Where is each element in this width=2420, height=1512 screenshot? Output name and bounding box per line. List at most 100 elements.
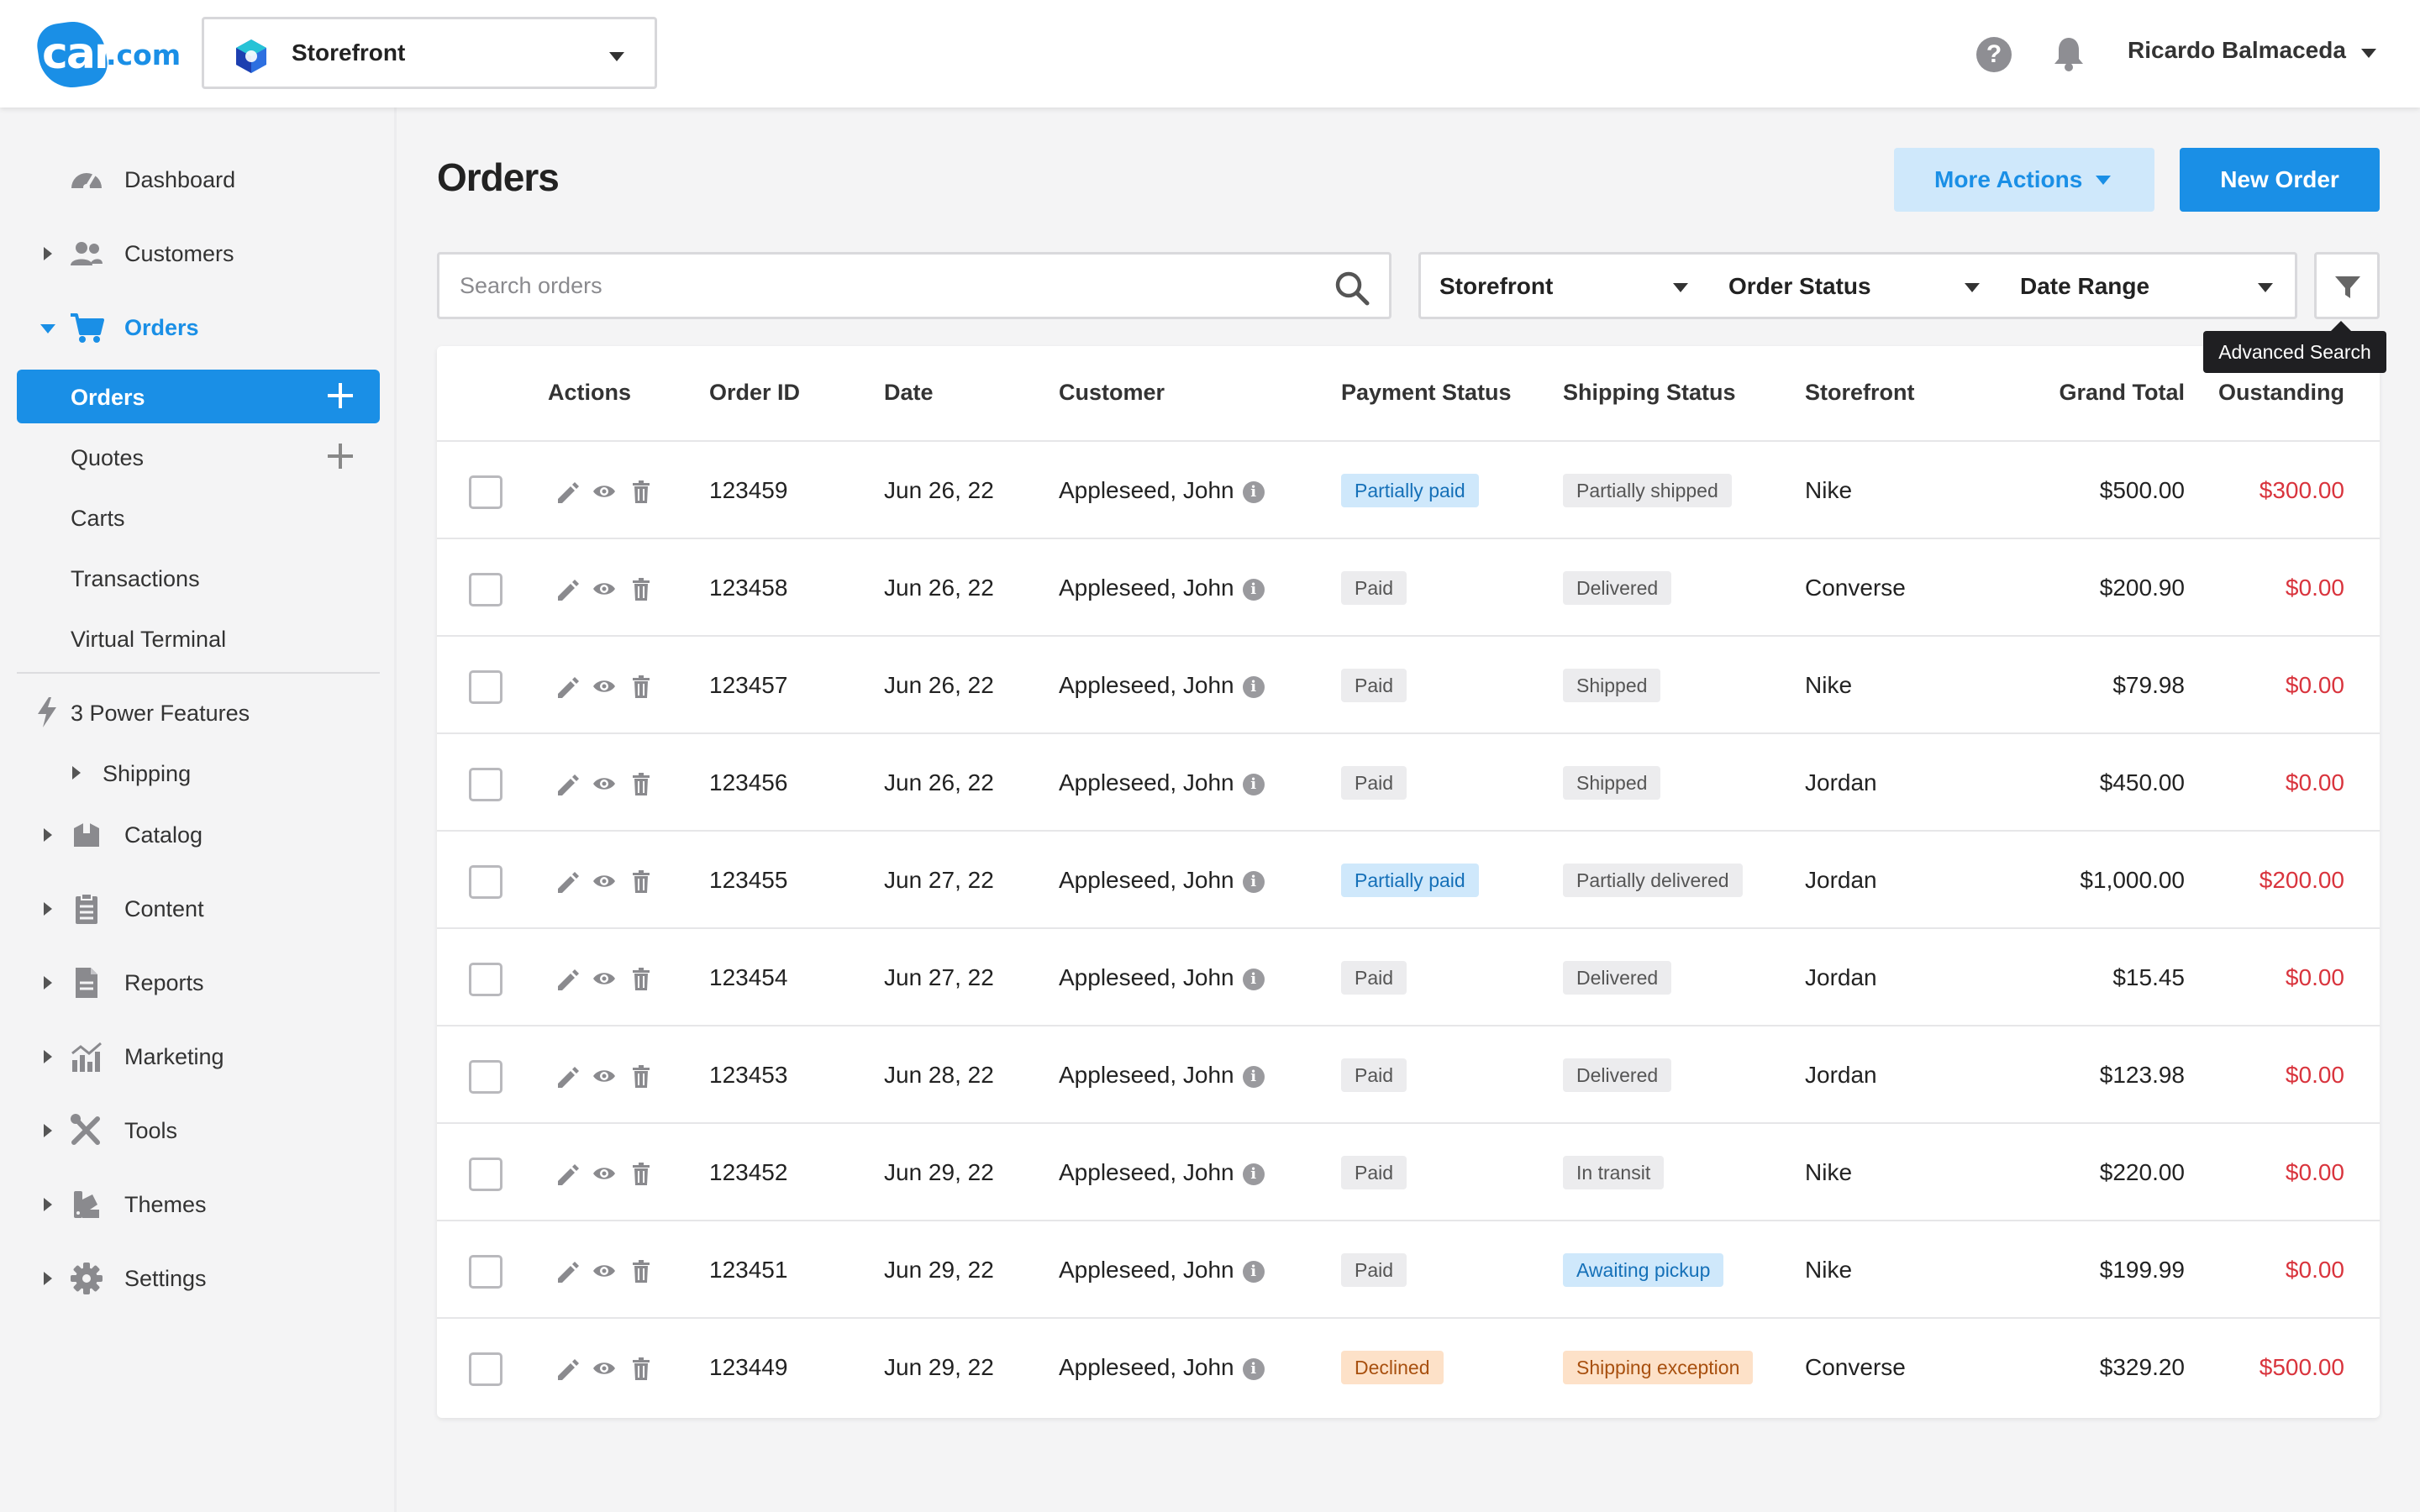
order-id-cell[interactable]: 123455 [709, 867, 788, 893]
chevron-right-icon[interactable] [44, 1198, 52, 1211]
column-header-storefront[interactable]: Storefront [1805, 380, 1915, 405]
sidebar-item-shipping[interactable]: Shipping [0, 748, 397, 798]
delete-trash-icon[interactable] [629, 576, 654, 601]
add-quote-plus-icon[interactable] [328, 444, 353, 469]
delete-trash-icon[interactable] [629, 771, 654, 796]
customer-name[interactable]: Appleseed, John [1059, 1354, 1234, 1380]
customer-name[interactable]: Appleseed, John [1059, 575, 1234, 601]
customer-name[interactable]: Appleseed, John [1059, 769, 1234, 795]
order-id-cell[interactable]: 123452 [709, 1159, 788, 1185]
delete-trash-icon[interactable] [629, 869, 654, 894]
table-row[interactable]: 123455 Jun 27, 22 Appleseed, John i Partiall… [437, 832, 2380, 929]
view-eye-icon[interactable] [592, 1258, 617, 1284]
column-header-outstanding[interactable]: Oustanding [2218, 380, 2344, 405]
view-eye-icon[interactable] [592, 576, 617, 601]
table-row[interactable]: 123454 Jun 27, 22 Appleseed, John i Paid Deli… [437, 929, 2380, 1026]
chevron-right-icon[interactable] [44, 1124, 52, 1137]
view-eye-icon[interactable] [592, 674, 617, 699]
add-order-plus-icon[interactable] [328, 383, 353, 408]
table-row[interactable]: 123459 Jun 26, 22 Appleseed, John i Partiall… [437, 442, 2380, 539]
chevron-right-icon[interactable] [44, 1272, 52, 1285]
column-header-shipping-status[interactable]: Shipping Status [1563, 380, 1736, 405]
sidebar-subitem-transactions[interactable]: Transactions [17, 551, 380, 605]
column-header-customer[interactable]: Customer [1059, 380, 1165, 405]
customer-name[interactable]: Appleseed, John [1059, 1257, 1234, 1283]
delete-trash-icon[interactable] [629, 674, 654, 699]
sidebar-subitem-carts[interactable]: Carts [17, 491, 380, 544]
chevron-right-icon[interactable] [44, 902, 52, 916]
delete-trash-icon[interactable] [629, 1063, 654, 1089]
delete-trash-icon[interactable] [629, 966, 654, 991]
sidebar-item-settings[interactable]: Settings [0, 1252, 397, 1305]
row-checkbox[interactable] [469, 963, 502, 996]
order-id-cell[interactable]: 123459 [709, 477, 788, 503]
column-header-order-id[interactable]: Order ID [709, 380, 801, 405]
sidebar-subitem-quotes[interactable]: Quotes [17, 430, 380, 484]
customer-name[interactable]: Appleseed, John [1059, 1159, 1234, 1185]
chevron-right-icon[interactable] [44, 828, 52, 842]
row-checkbox[interactable] [469, 1352, 502, 1386]
chevron-right-icon[interactable] [72, 766, 81, 780]
row-checkbox[interactable] [469, 670, 502, 704]
info-icon[interactable]: i [1242, 774, 1265, 795]
delete-trash-icon[interactable] [629, 1258, 654, 1284]
info-icon[interactable]: i [1242, 1066, 1265, 1088]
sidebar-power-features[interactable]: 3 Power Features [0, 687, 397, 738]
sidebar-item-themes[interactable]: Themes [0, 1178, 397, 1231]
table-row[interactable]: 123456 Jun 26, 22 Appleseed, John i Paid Ship… [437, 734, 2380, 832]
search-icon[interactable] [1334, 270, 1370, 307]
sidebar-item-customers[interactable]: Customers [0, 227, 397, 281]
column-header-grand-total[interactable]: Grand Total [2059, 380, 2185, 405]
row-checkbox[interactable] [469, 573, 502, 606]
order-id-cell[interactable]: 123453 [709, 1062, 788, 1088]
order-status-filter-select[interactable]: Order Status [1710, 252, 2004, 319]
customer-name[interactable]: Appleseed, John [1059, 867, 1234, 893]
column-header-payment-status[interactable]: Payment Status [1341, 380, 1512, 405]
table-row[interactable]: 123453 Jun 28, 22 Appleseed, John i Paid Deli… [437, 1026, 2380, 1124]
table-row[interactable]: 123458 Jun 26, 22 Appleseed, John i Paid Deli… [437, 539, 2380, 637]
table-row[interactable]: 123451 Jun 29, 22 Appleseed, John i Paid Awai… [437, 1221, 2380, 1319]
view-eye-icon[interactable] [592, 771, 617, 796]
row-checkbox[interactable] [469, 865, 502, 899]
table-row[interactable]: 123452 Jun 29, 22 Appleseed, John i Paid In t… [437, 1124, 2380, 1221]
edit-pencil-icon[interactable] [555, 966, 580, 991]
customer-name[interactable]: Appleseed, John [1059, 964, 1234, 990]
view-eye-icon[interactable] [592, 966, 617, 991]
sidebar-item-dashboard[interactable]: Dashboard [0, 153, 397, 207]
sidebar-item-reports[interactable]: Reports [0, 956, 397, 1010]
info-icon[interactable]: i [1242, 676, 1265, 698]
storefront-filter-select[interactable]: Storefront [1418, 252, 1712, 319]
cart-com-logo[interactable]: cart .com [34, 17, 181, 92]
order-id-cell[interactable]: 123458 [709, 575, 788, 601]
info-icon[interactable]: i [1242, 1163, 1265, 1185]
sidebar-item-marketing[interactable]: Marketing [0, 1030, 397, 1084]
chevron-right-icon[interactable] [44, 976, 52, 990]
new-order-button[interactable]: New Order [2180, 148, 2380, 212]
info-icon[interactable]: i [1242, 871, 1265, 893]
date-range-filter-select[interactable]: Date Range [2002, 252, 2297, 319]
order-id-cell[interactable]: 123449 [709, 1354, 788, 1380]
view-eye-icon[interactable] [592, 479, 617, 504]
customer-name[interactable]: Appleseed, John [1059, 477, 1234, 503]
order-id-cell[interactable]: 123454 [709, 964, 788, 990]
edit-pencil-icon[interactable] [555, 479, 580, 504]
table-row[interactable]: 123449 Jun 29, 22 Appleseed, John i Declined… [437, 1319, 2380, 1416]
order-id-cell[interactable]: 123456 [709, 769, 788, 795]
edit-pencil-icon[interactable] [555, 1161, 580, 1186]
search-input[interactable] [460, 266, 1300, 305]
delete-trash-icon[interactable] [629, 1356, 654, 1381]
edit-pencil-icon[interactable] [555, 1258, 580, 1284]
chevron-right-icon[interactable] [44, 247, 52, 260]
row-checkbox[interactable] [469, 475, 502, 509]
sidebar-item-tools[interactable]: Tools [0, 1104, 397, 1158]
edit-pencil-icon[interactable] [555, 576, 580, 601]
view-eye-icon[interactable] [592, 869, 617, 894]
storefront-selector[interactable]: Storefront [202, 17, 657, 89]
view-eye-icon[interactable] [592, 1063, 617, 1089]
row-checkbox[interactable] [469, 1158, 502, 1191]
edit-pencil-icon[interactable] [555, 674, 580, 699]
view-eye-icon[interactable] [592, 1161, 617, 1186]
sidebar-item-orders[interactable]: Orders [0, 301, 397, 354]
sidebar-item-content[interactable]: Content [0, 882, 397, 936]
view-eye-icon[interactable] [592, 1356, 617, 1381]
